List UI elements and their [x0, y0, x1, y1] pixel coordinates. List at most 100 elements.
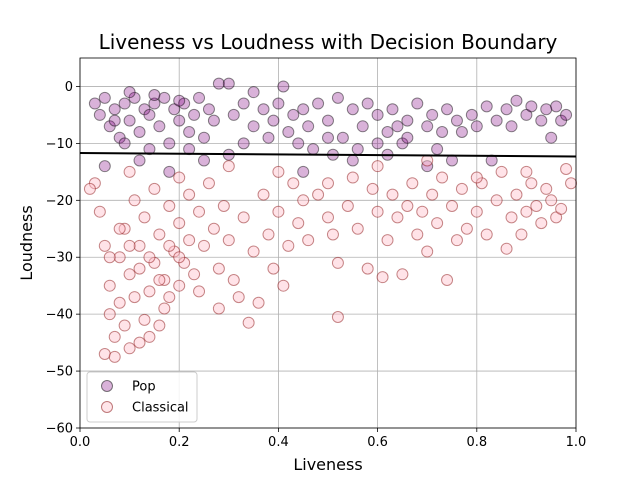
pop-point	[302, 120, 315, 133]
x-tick-label: 0.0	[70, 435, 91, 450]
x-tick-label: 0.6	[367, 435, 388, 450]
classical-point	[287, 177, 300, 190]
x-tick-label: 0.8	[466, 435, 487, 450]
classical-point	[83, 182, 96, 195]
pop-point	[401, 131, 414, 144]
classical-point	[535, 217, 548, 230]
pop-point	[163, 137, 176, 150]
classical-point	[530, 200, 543, 212]
pop-point	[173, 94, 186, 107]
classical-point	[173, 217, 186, 230]
pop-point	[421, 120, 434, 133]
classical-point	[93, 205, 106, 218]
classical-point	[436, 171, 449, 184]
pop-point	[108, 103, 121, 116]
pop-point	[88, 97, 101, 110]
pop-point	[198, 131, 210, 144]
classical-point	[222, 160, 235, 173]
pop-point	[168, 103, 181, 116]
pop-point	[93, 108, 106, 121]
classical-point	[515, 228, 528, 241]
classical-point	[480, 228, 493, 241]
classical-point	[113, 296, 126, 309]
classical-point	[212, 262, 225, 275]
classical-point	[118, 319, 131, 332]
classical-point	[128, 291, 141, 304]
pop-point	[128, 91, 141, 104]
pop-point	[198, 154, 210, 167]
classical-point	[103, 308, 116, 321]
classical-point	[173, 251, 186, 264]
classical-point	[193, 205, 206, 218]
classical-point	[222, 234, 235, 247]
pop-point	[98, 91, 111, 104]
pop-point	[123, 114, 136, 127]
classical-point	[173, 171, 186, 184]
pop-point	[470, 120, 483, 133]
pop-point	[525, 100, 538, 113]
pop-point	[356, 120, 369, 133]
legend-pop-label: Pop	[132, 380, 156, 395]
classical-point	[322, 211, 334, 224]
classical-point	[133, 239, 146, 252]
classical-point	[232, 291, 245, 304]
classical-point	[123, 165, 136, 178]
classical-point	[247, 245, 260, 258]
classical-point	[297, 194, 310, 207]
classical-point	[193, 285, 206, 298]
pop-point	[401, 114, 414, 127]
classical-point	[560, 163, 573, 175]
classical-point	[143, 251, 156, 264]
grid	[79, 58, 577, 429]
y-tick-label: 0	[65, 80, 73, 95]
y-tick-label: −40	[46, 308, 73, 323]
pop-point	[118, 97, 131, 110]
classical-point	[550, 211, 563, 224]
pop-point	[386, 103, 399, 116]
plot-frame	[79, 57, 577, 429]
classical-point	[416, 205, 429, 218]
classical-point	[341, 200, 354, 212]
classical-point	[421, 245, 434, 258]
x-axis-label: Liveness	[293, 455, 362, 474]
classical-point	[470, 205, 483, 218]
pop-point	[505, 120, 518, 133]
pop-point	[535, 114, 548, 127]
classical-point	[421, 154, 434, 167]
pop-point	[520, 108, 533, 121]
pop-point	[312, 97, 325, 110]
classical-point	[143, 285, 156, 298]
classical-point	[406, 177, 419, 190]
classical-point	[88, 177, 101, 190]
classical-point	[361, 262, 374, 275]
classical-point	[123, 239, 136, 252]
pop-point	[455, 126, 468, 138]
classical-point	[446, 200, 458, 212]
classical-point	[505, 211, 518, 224]
classical-point	[555, 202, 568, 215]
classical-point	[272, 165, 285, 178]
classical-point	[113, 222, 126, 235]
x-tick-label: 0.2	[169, 435, 190, 450]
classical-point	[371, 160, 384, 173]
classical-point	[331, 256, 344, 269]
pop-point	[545, 131, 558, 144]
pop-point	[450, 114, 463, 127]
chart-title: Liveness vs Loudness with Decision Bound…	[99, 30, 558, 54]
pop-point	[282, 126, 295, 138]
pop-point	[148, 89, 161, 101]
pop-point	[500, 103, 513, 116]
classical-point	[381, 234, 394, 247]
pop-point	[272, 97, 285, 110]
y-tick-label: −30	[46, 251, 73, 266]
classical-point	[500, 242, 513, 255]
pop-point	[193, 91, 206, 104]
pop-point	[237, 97, 250, 110]
pop-point	[540, 103, 553, 116]
legend-classical-marker	[101, 401, 113, 413]
pop-point	[267, 114, 280, 127]
pop-point	[436, 126, 449, 138]
pop-point	[371, 108, 384, 121]
classical-point	[545, 194, 558, 207]
pop-point	[322, 114, 334, 127]
